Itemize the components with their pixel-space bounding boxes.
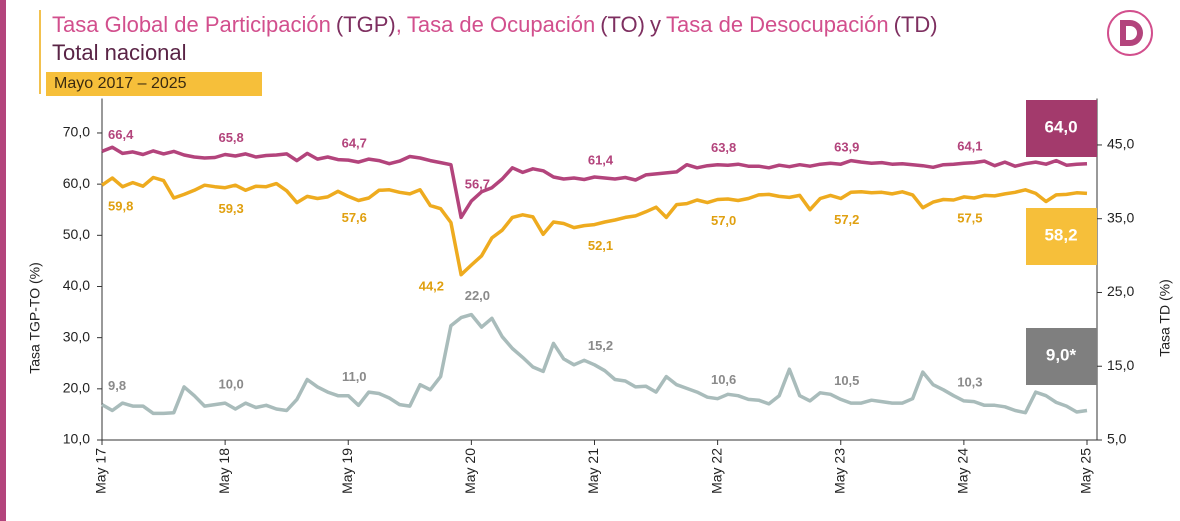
title-part: Tasa de Ocupación: [407, 12, 595, 37]
title-part: y: [650, 12, 661, 37]
y2-tick-label: 25,0: [1107, 283, 1134, 299]
x-tick-label: May 22: [708, 448, 724, 494]
value-label: 63,8: [711, 140, 736, 155]
value-label: 9,8: [108, 378, 126, 393]
title-part: ,: [396, 12, 402, 37]
value-label: 10,6: [711, 372, 736, 387]
value-label: 10,5: [834, 373, 859, 388]
title-part: (TGP): [336, 12, 396, 37]
title-part: Tasa de Desocupación: [666, 12, 889, 37]
y-tick-label: 20,0: [63, 380, 90, 396]
x-tick-label: May 25: [1078, 448, 1094, 494]
y-tick-label: 60,0: [63, 175, 90, 191]
title-part: (TD): [894, 12, 938, 37]
value-label: 57,0: [711, 213, 736, 228]
value-label: 22,0: [465, 288, 490, 303]
value-label: 15,2: [588, 338, 613, 353]
value-label: 66,4: [108, 127, 134, 142]
y-tick-label: 30,0: [63, 328, 90, 344]
y-tick-label: 10,0: [63, 431, 90, 447]
y-axis-title: Tasa TGP-TO (%): [27, 262, 43, 374]
series-line: [100, 175, 1088, 277]
y-tick-label: 50,0: [63, 226, 90, 242]
value-label: 57,5: [957, 210, 982, 225]
value-label: 56,7: [465, 176, 490, 191]
value-label: 57,2: [834, 212, 859, 227]
last-value-box: [1026, 328, 1097, 385]
x-tick-label: May 21: [585, 448, 601, 494]
x-tick-label: May 17: [93, 448, 109, 494]
value-label: 61,4: [588, 152, 614, 167]
subtitle: Total nacional: [52, 40, 187, 65]
period: Mayo 2017 – 2025: [54, 75, 187, 92]
value-label: 59,8: [108, 199, 133, 214]
period-box: [46, 72, 262, 96]
value-label: 57,6: [342, 210, 367, 225]
last-value-box: [1026, 208, 1097, 265]
y-tick-label: 70,0: [63, 124, 90, 140]
title-part: (TO): [600, 12, 645, 37]
logo: [1107, 10, 1153, 56]
last-value-label: 9,0*: [1046, 345, 1077, 364]
x-tick-label: May 18: [216, 448, 232, 494]
value-label: 11,0: [342, 369, 367, 384]
value-label: 52,1: [588, 238, 613, 253]
last-value-label: 64,0: [1044, 117, 1077, 136]
value-label: 10,0: [218, 377, 243, 392]
value-label: 64,7: [342, 136, 367, 151]
series-line: [101, 312, 1088, 416]
y2-tick-label: 15,0: [1107, 357, 1134, 373]
series-line: [101, 145, 1088, 220]
value-label: 64,1: [957, 139, 982, 154]
x-tick-label: May 20: [462, 448, 478, 494]
y-tick-label: 40,0: [63, 277, 90, 293]
value-label: 65,8: [218, 130, 243, 145]
value-label: 10,3: [957, 374, 982, 389]
value-label: 63,9: [834, 140, 859, 155]
title-part: Tasa Global de Participación: [52, 12, 331, 37]
x-tick-label: May 19: [339, 448, 355, 494]
last-value-box: [1026, 100, 1097, 157]
x-tick-label: May 24: [955, 448, 971, 494]
x-tick-label: May 23: [831, 448, 847, 494]
value-label: 59,3: [218, 201, 243, 216]
y2-tick-label: 5,0: [1107, 431, 1127, 447]
y2-axis-title: Tasa TD (%): [1157, 279, 1173, 357]
chart-title: Tasa Global de Participación (TGP), Tasa d…: [52, 12, 938, 37]
side-bar: [0, 0, 6, 521]
value-label: 44,2: [419, 278, 444, 293]
y2-tick-label: 45,0: [1107, 136, 1134, 152]
y2-tick-label: 35,0: [1107, 209, 1134, 225]
last-value-label: 58,2: [1044, 225, 1077, 244]
